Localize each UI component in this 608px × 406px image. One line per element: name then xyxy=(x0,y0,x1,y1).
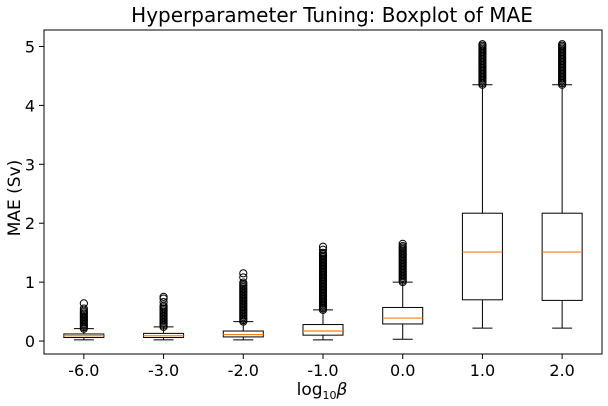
outlier-point xyxy=(398,242,407,251)
y-tick-label: 4 xyxy=(25,96,35,115)
y-tick-label: 1 xyxy=(25,273,35,292)
outlier-point xyxy=(159,292,168,301)
outlier-point xyxy=(478,40,487,49)
outlier-point xyxy=(318,245,328,254)
outlier-point xyxy=(558,40,567,49)
x-tick-label: -3.0 xyxy=(148,361,179,380)
plot-frame xyxy=(43,29,603,355)
y-tick-label: 0 xyxy=(25,332,35,351)
outlier-point xyxy=(318,242,328,251)
box-iqr xyxy=(541,212,583,301)
outlier-point xyxy=(398,239,407,248)
outlier-point xyxy=(239,273,248,282)
outlier-point xyxy=(79,299,88,308)
outlier-point xyxy=(239,278,248,287)
x-tick-label: 0.0 xyxy=(390,361,415,380)
box-iqr xyxy=(461,212,503,301)
box-iqr xyxy=(382,306,424,325)
x-tick-label: 2.0 xyxy=(549,361,574,380)
y-tick-label: 5 xyxy=(25,37,35,56)
outlier-point xyxy=(159,298,168,307)
y-tick-label: 3 xyxy=(25,155,35,174)
outlier-point xyxy=(239,269,248,278)
x-tick-label: -2.0 xyxy=(228,361,259,380)
x-tick-label: -1.0 xyxy=(307,361,338,380)
y-tick-label: 2 xyxy=(25,214,35,233)
box-iqr xyxy=(302,324,344,336)
x-tick-label: -6.0 xyxy=(68,361,99,380)
x-axis-label-variable: β xyxy=(336,380,348,400)
x-axis-label-subscript: 10 xyxy=(323,389,337,402)
x-axis-label: log10β xyxy=(297,380,348,402)
outlier-point xyxy=(318,248,328,257)
x-axis-label-base: log xyxy=(297,380,323,400)
outlier-point xyxy=(79,304,88,313)
chart-title: Hyperparameter Tuning: Boxplot of MAE xyxy=(131,3,533,27)
y-axis-label: MAE (Sv) xyxy=(5,160,25,237)
plot-area: 0 1 2 3 4 5 -6.0 -3.0 -2.0 -1.0 0.0 1.0 2.0 xyxy=(25,29,603,380)
x-tick-label: 1.0 xyxy=(470,361,495,380)
